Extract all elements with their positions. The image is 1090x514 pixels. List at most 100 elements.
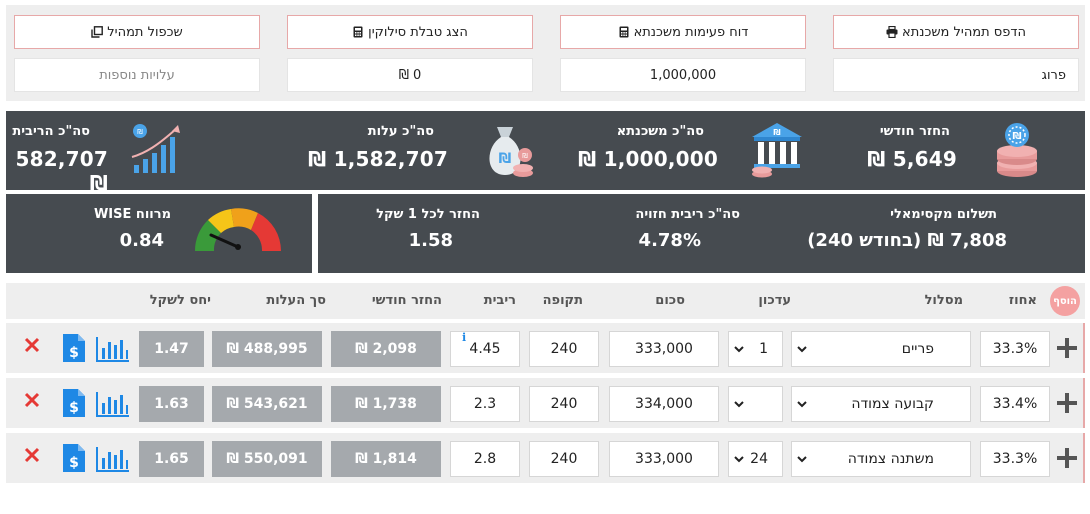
summary-panel: החזר חודשי 5,649 ₪ ₪ סה"כ משכנתא 1,000,0… [6, 111, 1085, 195]
col-ratio: יחס לשקל [149, 293, 211, 308]
period-input[interactable]: 240 [529, 441, 599, 477]
expected-rate-value: 4.78% [638, 230, 701, 251]
ratio-cell: 1.65 [139, 441, 204, 477]
svg-text:$: $ [69, 400, 79, 416]
table-row: 33.4% קבועה צמודה 334,000 240 2.3 1,738 … [6, 378, 1085, 428]
monthly-return-value: 5,649 ₪ [867, 147, 957, 171]
amortization-button-label: הצג טבלת סילוקין [368, 24, 468, 40]
col-amount: סכום [655, 293, 685, 308]
bar-chart-icon[interactable] [96, 336, 130, 362]
total-cost-cell: 488,995 ₪ [212, 331, 322, 367]
return-per-shekel-title: החזר לכל 1 שקל [376, 207, 480, 222]
svg-text:₪: ₪ [773, 128, 780, 137]
chevron-down-icon [734, 346, 744, 353]
rate-input[interactable]: 2.3 [450, 386, 520, 422]
extra-amount-field[interactable]: 0 ₪ [287, 58, 533, 92]
growth-chart-icon: ₪ [131, 124, 180, 173]
update-select[interactable]: 1 [728, 331, 783, 367]
amount-input[interactable]: 333,000 [609, 441, 719, 477]
chevron-down-icon [797, 456, 807, 463]
col-rate: ריבית [483, 293, 516, 308]
invoice-icon[interactable]: $ [62, 333, 86, 363]
col-update: עדכון [758, 293, 791, 308]
col-track: מסלול [924, 293, 963, 308]
summary-total-cost: סה"כ עלות 1,582,707 ₪ ₪ ₪ [278, 111, 547, 190]
delete-icon[interactable] [24, 447, 40, 463]
invoice-icon[interactable]: $ [62, 388, 86, 418]
chevron-down-icon [797, 346, 807, 353]
percent-input[interactable]: 33.3% [980, 331, 1050, 367]
delete-icon[interactable] [24, 337, 40, 353]
print-button-label: הדפס תמהיל משכנתא [902, 24, 1026, 40]
rate-input[interactable]: 4.45 [450, 331, 520, 367]
monthly-return-cell: 1,738 ₪ [331, 386, 441, 422]
duplicate-button-label: שכפול תמהיל [107, 24, 183, 40]
bar-chart-icon[interactable] [96, 391, 130, 417]
values-row: פרוג 1,000,000 0 ₪ עלויות נוספות [12, 58, 1079, 92]
table-header: הוסף אחוז מסלול עדכון סכום תקופה ריבית ה… [6, 283, 1085, 319]
ratio-cell: 1.63 [139, 386, 204, 422]
total-cost-cell: 550,091 ₪ [212, 441, 322, 477]
track-select-value: משתנה צמודה [847, 451, 934, 467]
calculator-icon [619, 26, 629, 38]
amount-input[interactable]: 333,000 [609, 331, 719, 367]
plus-icon[interactable] [1056, 337, 1078, 359]
update-select[interactable] [728, 386, 783, 422]
col-period: תקופה [542, 293, 583, 308]
max-payment-title: תשלום מקסימאלי [890, 207, 997, 222]
client-name-field[interactable]: פרוג [833, 58, 1079, 92]
svg-text:$: $ [69, 455, 79, 471]
add-track-button[interactable]: הוסף [1050, 286, 1080, 316]
chevron-down-icon [797, 401, 807, 408]
percent-input[interactable]: 33.4% [980, 386, 1050, 422]
ratio-cell: 1.47 [139, 331, 204, 367]
mortgage-amount-field[interactable]: 1,000,000 [560, 58, 806, 92]
amortization-table-button[interactable]: הצג טבלת סילוקין [287, 15, 533, 49]
track-select-value: קבועה צמודה [851, 396, 934, 412]
track-select-value: פריים [901, 341, 934, 357]
money-bag-icon: ₪ ₪ [489, 127, 533, 177]
track-select[interactable]: משתנה צמודה [791, 441, 971, 477]
total-interest-value: 582,707 ₪ [15, 147, 108, 195]
svg-text:$: $ [69, 345, 79, 361]
summary-total-interest: סה"כ הריבית 582,707 ₪ ₪ [9, 111, 278, 195]
print-mix-button[interactable]: הדפס תמהיל משכנתא [833, 15, 1079, 49]
monthly-return-cell: 2,098 ₪ [331, 331, 441, 367]
info-icon[interactable]: i [462, 331, 467, 344]
duplicate-mix-button[interactable]: שכפול תמהיל [14, 15, 260, 49]
plus-icon[interactable] [1056, 447, 1078, 469]
monthly-return-title: החזר חודשי [879, 124, 950, 139]
return-per-shekel-value: 1.58 [408, 230, 453, 251]
period-input[interactable]: 240 [529, 331, 599, 367]
summary-monthly-return: החזר חודשי 5,649 ₪ ₪ [816, 111, 1085, 190]
period-input[interactable]: 240 [529, 386, 599, 422]
payments-report-button[interactable]: דוח פעימות משכנתא [560, 15, 806, 49]
update-select[interactable]: 24 [728, 441, 783, 477]
track-select[interactable]: קבועה צמודה [791, 386, 971, 422]
report-button-label: דוח פעימות משכנתא [633, 24, 749, 40]
total-interest-title: סה"כ הריבית [12, 124, 90, 139]
table-row: 33.3% פריים 1 333,000 240 4.45 i 2,098 ₪… [6, 323, 1085, 373]
track-select[interactable]: פריים [791, 331, 971, 367]
expected-rate-title: סה"כ ריבית חזויה [635, 207, 740, 222]
chevron-down-icon [734, 456, 744, 463]
percent-input[interactable]: 33.3% [980, 441, 1050, 477]
svg-text:₪: ₪ [137, 128, 143, 136]
invoice-icon[interactable]: $ [62, 443, 86, 473]
total-cost-cell: 543,621 ₪ [212, 386, 322, 422]
chevron-down-icon [734, 401, 744, 408]
bank-icon: ₪ [752, 123, 802, 178]
update-select-value: 1 [759, 341, 768, 357]
summary-panel-2: תשלום מקסימאלי 7,808 ₪ (בחודש 240) סה"כ … [318, 194, 1085, 273]
rate-input[interactable]: 2.8 [450, 441, 520, 477]
wise-margin-value: 0.84 [119, 230, 164, 251]
amount-input[interactable]: 334,000 [609, 386, 719, 422]
additional-costs-field[interactable]: עלויות נוספות [14, 58, 260, 92]
delete-icon[interactable] [24, 392, 40, 408]
plus-icon[interactable] [1056, 392, 1078, 414]
col-percent: אחוז [1008, 293, 1037, 308]
bar-chart-icon[interactable] [96, 446, 130, 472]
table-row: 33.3% משתנה צמודה 24 333,000 240 2.8 1,8… [6, 433, 1085, 483]
col-total-cost: סך העלות [266, 293, 326, 308]
update-select-value: 24 [750, 451, 768, 467]
